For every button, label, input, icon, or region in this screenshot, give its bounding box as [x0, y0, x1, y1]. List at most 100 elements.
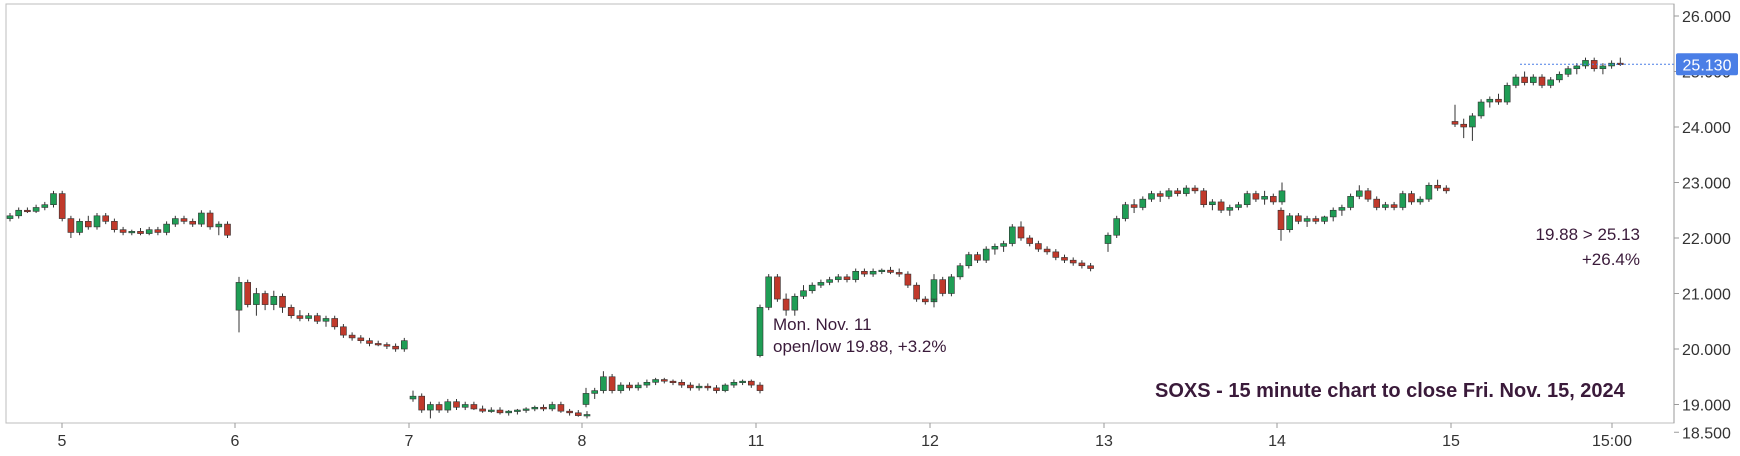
candle-body: [1582, 60, 1589, 67]
change-annotation: 19.88 > 25.13 +26.4%: [1480, 222, 1640, 272]
candle: [1390, 201, 1398, 211]
candle: [15, 207, 22, 219]
candle-body: [1408, 193, 1415, 203]
candle: [695, 383, 703, 391]
candle: [669, 379, 677, 386]
candle-body: [1087, 265, 1094, 269]
candle-body: [215, 223, 223, 228]
candle-body: [15, 209, 22, 217]
candle: [1373, 196, 1380, 211]
change-pct: +26.4%: [1581, 250, 1640, 269]
candle-body: [1069, 259, 1077, 264]
candle-body: [1104, 234, 1112, 244]
candle-body: [1521, 76, 1528, 83]
candle: [1416, 196, 1424, 205]
candle-body: [1026, 237, 1033, 244]
candle: [643, 379, 651, 388]
candle-body: [852, 270, 860, 280]
candle-body: [453, 401, 460, 408]
candle: [1425, 182, 1433, 202]
candle: [331, 315, 339, 330]
candle-body: [1209, 201, 1216, 206]
candle: [348, 332, 356, 341]
candle-body: [1000, 243, 1007, 247]
candle: [1286, 213, 1293, 233]
candle: [1174, 188, 1181, 197]
candle-body: [974, 254, 981, 261]
candle-body: [1495, 98, 1502, 103]
candle-body: [643, 381, 651, 386]
candle-body: [427, 404, 434, 411]
candle: [24, 207, 31, 214]
candle: [1338, 204, 1346, 216]
candle: [1303, 215, 1311, 227]
candle-body: [834, 276, 842, 280]
candle-body: [461, 404, 469, 408]
candle-body: [111, 221, 118, 230]
candle: [76, 218, 83, 236]
candle: [1017, 221, 1025, 241]
candle-body: [1503, 85, 1511, 103]
candle-body: [505, 410, 513, 414]
candle: [704, 383, 712, 391]
candle-body: [921, 298, 929, 303]
candle: [41, 201, 49, 211]
candle-body: [1156, 193, 1164, 197]
candle: [313, 312, 321, 325]
y-tick-label: 22.000: [1682, 231, 1731, 248]
candle-body: [1434, 184, 1441, 189]
candle: [1035, 240, 1042, 252]
candle: [479, 405, 486, 413]
candle: [1538, 74, 1546, 89]
x-tick-label: 11: [748, 433, 765, 450]
y-tick-label: 21.000: [1682, 287, 1731, 304]
candle: [1209, 199, 1216, 211]
candle: [887, 266, 894, 275]
candle-body: [1139, 198, 1147, 208]
candle-body: [791, 295, 799, 311]
candle-body: [444, 401, 452, 411]
candle: [383, 342, 391, 349]
candle-body: [6, 215, 14, 219]
candle-body: [1564, 68, 1572, 75]
candle-body: [965, 254, 973, 267]
candle: [1477, 99, 1485, 119]
y-axis: 26.00025.00024.00023.00022.00021.00020.0…: [1674, 9, 1731, 442]
x-tick-label: 15: [1442, 433, 1460, 450]
candle: [400, 337, 408, 352]
candle: [235, 276, 243, 333]
candle-body: [348, 334, 356, 339]
candle-body: [172, 218, 179, 225]
candle: [270, 290, 278, 311]
candle-body: [1261, 196, 1268, 200]
candle: [1451, 104, 1459, 127]
candle-body: [374, 343, 382, 346]
candle: [1521, 71, 1528, 86]
candle: [1130, 199, 1138, 214]
candle-body: [548, 404, 556, 410]
candle: [548, 401, 556, 412]
candle: [418, 393, 426, 413]
candle-body: [206, 212, 214, 228]
candle: [215, 221, 223, 236]
candle-body: [1078, 262, 1086, 267]
candle: [713, 385, 720, 394]
candle: [487, 407, 495, 413]
candle: [869, 268, 877, 277]
candle-body: [1148, 193, 1155, 200]
candle-body: [180, 218, 188, 222]
candle: [374, 340, 382, 347]
candle-body: [991, 246, 999, 250]
candle: [1347, 193, 1354, 211]
candle: [574, 410, 582, 417]
candle: [1277, 207, 1285, 241]
candle: [1261, 190, 1268, 205]
candle-body: [1303, 218, 1311, 222]
candle-body: [261, 293, 269, 305]
candle: [1460, 118, 1467, 139]
candle: [948, 274, 955, 297]
candle-body: [1443, 187, 1450, 192]
candle: [1564, 65, 1572, 78]
candle-body: [189, 221, 196, 225]
